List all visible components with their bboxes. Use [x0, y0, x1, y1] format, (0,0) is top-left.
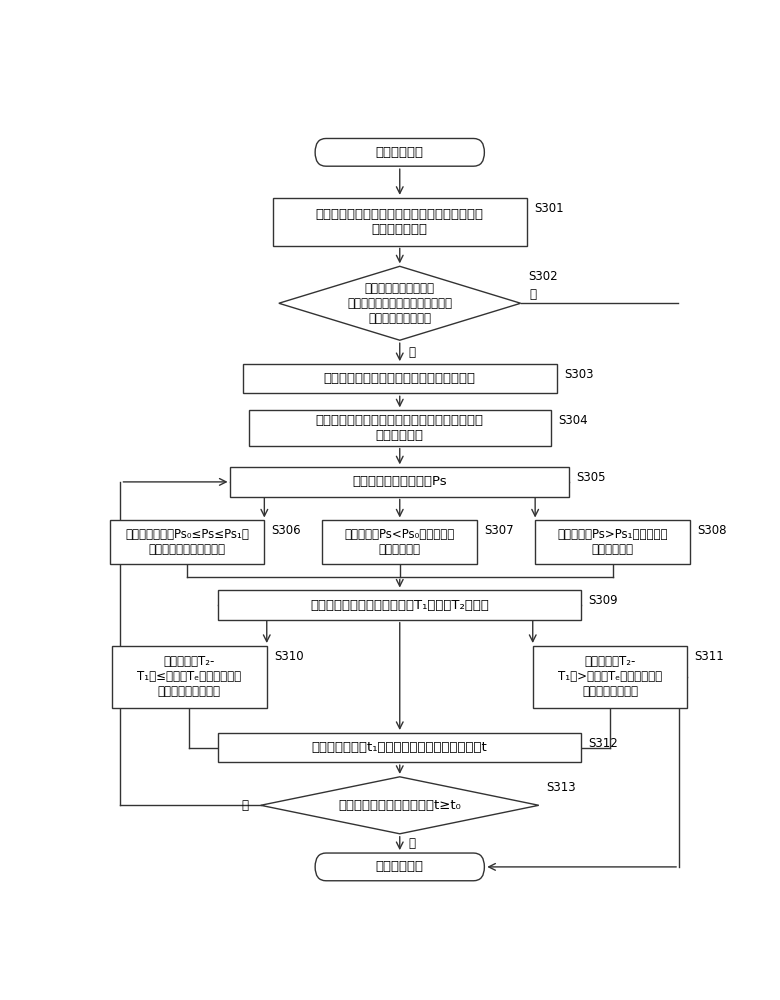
Text: 否: 否	[530, 288, 537, 301]
Text: 若回气压功Ps>Ps₁，则控制压
缩机增加转速: 若回气压功Ps>Ps₁，则控制压 缩机增加转速	[557, 528, 668, 556]
Bar	[249, 410, 551, 446]
Text: S309: S309	[588, 594, 618, 607]
Bar	[243, 364, 557, 393]
Text: S310: S310	[274, 650, 303, 663]
Text: 进入清洁功能时控制单元的计时器开始计时: 进入清洁功能时控制单元的计时器开始计时	[324, 372, 476, 385]
Text: 控制当前室内机以低风速且导风门处于向上的防
冷风位置运行: 控制当前室内机以低风速且导风门处于向上的防 冷风位置运行	[316, 414, 484, 442]
FancyBboxPatch shape	[315, 138, 484, 166]
Text: 检测压缩机的回气压功Ps: 检测压缩机的回气压功Ps	[353, 475, 447, 488]
Text: 是: 是	[409, 346, 416, 359]
Bar	[322, 520, 477, 564]
Text: 若过热度（T₂-
T₁）≤预设値Tₑ，则维持当前
的电子膨胀阀的开度: 若过热度（T₂- T₁）≤预设値Tₑ，则维持当前 的电子膨胀阀的开度	[137, 655, 242, 698]
Text: 空调系统运行: 空调系统运行	[376, 146, 424, 159]
Text: S305: S305	[576, 471, 606, 484]
Bar	[533, 646, 687, 708]
Text: S312: S312	[588, 737, 618, 750]
Bar	[109, 520, 264, 564]
Text: S303: S303	[564, 368, 594, 381]
Text: 以预设检测周期t₁检测计时器记录的运行总时间t: 以预设检测周期t₁检测计时器记录的运行总时间t	[312, 741, 488, 754]
Text: S313: S313	[546, 781, 576, 794]
Text: 否: 否	[242, 799, 249, 812]
Bar	[112, 646, 267, 708]
Text: 检测所有室内机的运行
状态，并根据上述运行状态判断是
否启动自动清洁功能: 检测所有室内机的运行 状态，并根据上述运行状态判断是 否启动自动清洁功能	[347, 282, 452, 325]
Text: 若回气压功Ps<Ps₀，则控制压
缩机降低转速: 若回气压功Ps<Ps₀，则控制压 缩机降低转速	[345, 528, 455, 556]
Text: S304: S304	[558, 414, 588, 427]
Text: 当用户选择室内机单台清洁功能时，控制单元接
收单台清洁指令: 当用户选择室内机单台清洁功能时，控制单元接 收单台清洁指令	[316, 208, 484, 236]
Text: 若过热度（T₂-
T₁）>预设値Tₑ，则控制电子
膨胀阀的开度增加: 若过热度（T₂- T₁）>预设値Tₑ，则控制电子 膨胀阀的开度增加	[558, 655, 662, 698]
Text: 若回气压功满足Ps₀≤Ps≤Ps₁，
则维持压缩机的当前转速: 若回气压功满足Ps₀≤Ps≤Ps₁， 则维持压缩机的当前转速	[125, 528, 249, 556]
Text: S306: S306	[271, 524, 301, 537]
Polygon shape	[261, 777, 539, 834]
FancyBboxPatch shape	[315, 853, 484, 881]
Text: S301: S301	[534, 202, 564, 215]
Text: S308: S308	[697, 524, 727, 537]
Bar	[231, 467, 569, 497]
Bar	[218, 733, 581, 762]
Text: S307: S307	[484, 524, 514, 537]
Text: 检测当前室内机的换热器入口T₁和出口T₂的温差: 检测当前室内机的换热器入口T₁和出口T₂的温差	[310, 599, 489, 612]
Text: 是: 是	[409, 837, 416, 850]
Bar	[273, 198, 526, 246]
Bar	[218, 590, 581, 620]
Text: S302: S302	[528, 270, 558, 283]
Text: S311: S311	[695, 650, 725, 663]
Polygon shape	[279, 266, 521, 340]
Text: 判断是否满足清洁时间条件t≥t₀: 判断是否满足清洁时间条件t≥t₀	[339, 799, 461, 812]
Bar	[535, 520, 690, 564]
Text: 退出清洁功能: 退出清洁功能	[376, 860, 424, 873]
